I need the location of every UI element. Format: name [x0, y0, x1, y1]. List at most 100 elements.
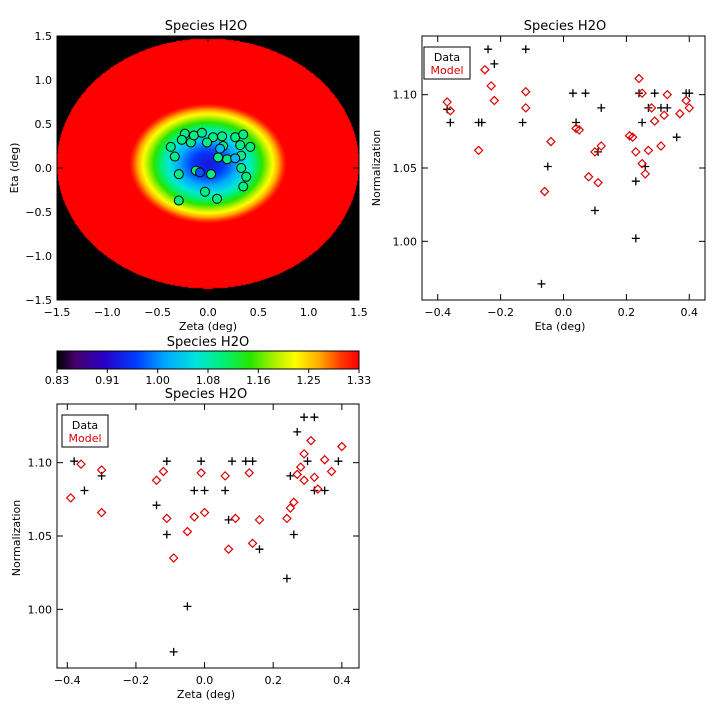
scatter-eta-title: Species H2O	[524, 19, 606, 34]
scatter-eta-model-point	[489, 95, 500, 106]
scatter-eta-data-point	[638, 118, 647, 127]
scatter-zeta-data-point	[183, 602, 192, 611]
scatter-zeta-model-point	[326, 466, 337, 477]
heatmap-marker	[238, 181, 249, 192]
scatter-eta-data-point	[518, 118, 527, 127]
scatter-eta-data-point	[490, 59, 499, 68]
heatmap-ytick-label: 0.0	[35, 162, 53, 175]
scatter-zeta-data-point	[241, 457, 250, 466]
scatter-eta-data-point	[521, 45, 530, 54]
scatter-eta-data-point	[537, 279, 546, 288]
scatter-eta-data-point	[631, 177, 640, 186]
heatmap-marker	[176, 134, 187, 145]
scatter-eta-model-point	[583, 171, 594, 182]
scatter-zeta-data-point	[293, 427, 302, 436]
heatmap-ytick-label: −1.5	[25, 294, 52, 307]
scatter-eta-model-point	[643, 145, 654, 156]
scatter-eta-ytick-label: 1.05	[393, 162, 418, 175]
scatter-zeta-model-point	[76, 459, 86, 469]
heatmap-marker	[238, 129, 249, 140]
scatter-zeta-model-point	[168, 553, 179, 563]
heatmap-ytick-label: 1.0	[35, 74, 53, 87]
heatmap-marker	[169, 151, 180, 162]
scatter-eta-data-point	[543, 162, 552, 171]
scatter-zeta-model-point	[254, 515, 265, 525]
scatter-zeta-data-point	[224, 515, 233, 524]
scatter-zeta-model-point	[282, 513, 292, 524]
scatter-zeta-ytick-label: 1.05	[28, 530, 53, 543]
scatter-eta-data-point	[568, 89, 577, 98]
scatter-zeta-model-point	[96, 465, 107, 475]
scatter-eta-xtick-label: −0.4	[424, 306, 451, 319]
scatter-eta-model-point	[442, 97, 453, 107]
scatter-eta-model-point	[486, 81, 497, 91]
scatter-eta-ytick-label: 1.00	[393, 235, 418, 248]
scatter-zeta-data-point	[334, 457, 343, 466]
scatter-zeta-data-point	[289, 530, 298, 539]
scatter-zeta-ytick-label: 1.00	[28, 603, 53, 616]
colorbar-ticks: 0.83 0.91 1.00 1.08 1.16 1.25 1.33	[45, 369, 372, 387]
scatter-zeta-model-point	[319, 454, 330, 465]
scatter-eta-data-point	[663, 103, 672, 112]
scatter-eta-ytick-label: 1.10	[393, 89, 418, 102]
scatter-zeta-model-point	[306, 435, 316, 446]
scatter-zeta-data-point	[228, 457, 237, 466]
scatter-eta-data-point	[590, 206, 599, 215]
heatmap-marker	[245, 141, 256, 152]
colorbar-tick-label: 0.83	[45, 374, 70, 387]
scatter-zeta-model-point	[196, 468, 206, 478]
heatmap-title: Species H2O	[165, 19, 247, 34]
scatter-zeta-ytick-label: 1.10	[28, 457, 53, 470]
colorbar-tick-label: 1.33	[347, 374, 372, 387]
scatter-zeta-model-point	[247, 538, 258, 549]
scatter-zeta-frame	[56, 403, 360, 669]
scatter-zeta-xtick-label: 0.0	[196, 674, 214, 687]
scatter-eta-legend-model: Model	[430, 64, 463, 77]
scatter-zeta-model-point	[223, 544, 234, 555]
scatter-zeta-legend: Data Model	[61, 414, 109, 448]
scatter-eta-xtick-label: 0.2	[618, 306, 636, 319]
heatmap-marker	[201, 137, 212, 148]
heatmap-panel: Species H2O −1.5 −1.0 −0.5 0.0 0.5 1.0 1.5−1.5…	[8, 19, 368, 333]
scatter-eta-model-point	[630, 147, 641, 157]
scatter-eta-model-point	[546, 136, 556, 147]
heatmap-marker	[236, 163, 247, 173]
scatter-eta-model-point	[539, 186, 550, 197]
scatter-zeta-data-point	[310, 413, 319, 422]
heatmap-field	[57, 36, 359, 300]
scatter-eta-ylabel: Normalization	[370, 130, 383, 206]
scatter-zeta-model-point	[96, 507, 107, 518]
heatmap-marker	[230, 153, 241, 164]
scatter-eta-model-point	[473, 145, 484, 156]
heatmap-marker	[206, 169, 217, 180]
scatter-zeta-xtick-label: −0.4	[54, 674, 81, 687]
scatter-zeta-data-point	[221, 486, 230, 495]
scatter-zeta-xtick-label: −0.2	[123, 674, 150, 687]
colorbar-tick-label: 0.91	[95, 374, 120, 387]
scatter-eta-marks	[442, 45, 695, 288]
scatter-zeta-model-point	[312, 484, 323, 494]
scatter-eta-model-point	[637, 158, 647, 169]
scatter-zeta-axes: −0.4 −0.2 0.0 0.2 0.4 1.00 1.05 1.10	[28, 404, 359, 687]
heatmap-xtick-label: 0.5	[250, 306, 268, 319]
scatter-eta-model-point	[640, 169, 651, 179]
scatter-eta-xtick-label: 0.0	[555, 306, 573, 319]
scatter-zeta-title: Species H2O	[165, 387, 247, 402]
scatter-eta-model-point	[627, 132, 638, 143]
heatmap-marker	[235, 140, 246, 151]
scatter-eta-model-point	[649, 116, 660, 126]
scatter-zeta-data-point	[152, 501, 161, 510]
scatter-zeta-xtick-label: 0.2	[264, 674, 282, 687]
scatter-eta-model-point	[590, 147, 600, 157]
scatter-zeta-data-point	[200, 486, 209, 495]
scatter-zeta-model-point	[158, 466, 169, 477]
scatter-eta-model-point	[634, 73, 644, 84]
scatter-zeta-model-point	[309, 472, 320, 483]
heatmap-ytick-label: −0.5	[25, 206, 52, 219]
scatter-eta-data-point	[446, 118, 455, 127]
scatter-eta-model-point	[520, 86, 531, 97]
scatter-zeta-model-point	[161, 513, 172, 524]
heatmap-xtick-label: −1.5	[44, 306, 71, 319]
scatter-zeta-model-point	[299, 475, 309, 486]
scatter-eta-data-point	[477, 118, 486, 127]
